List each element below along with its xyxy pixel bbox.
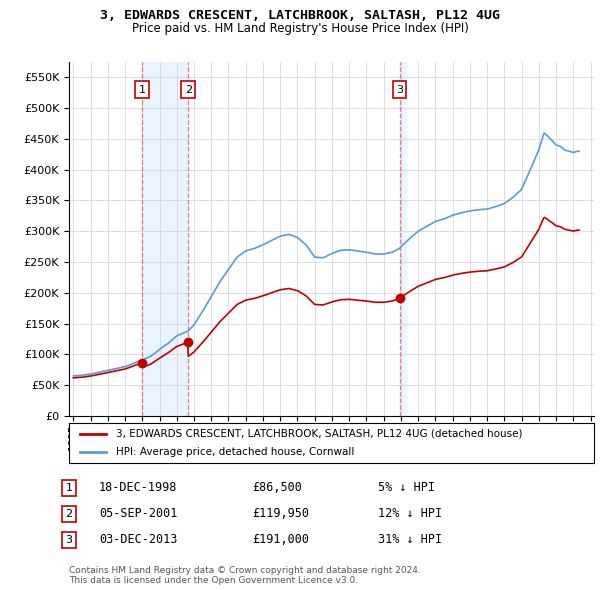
Text: HPI: Average price, detached house, Cornwall: HPI: Average price, detached house, Corn… <box>116 447 355 457</box>
Text: 3: 3 <box>65 535 73 545</box>
Text: 2: 2 <box>65 509 73 519</box>
Text: 3, EDWARDS CRESCENT, LATCHBROOK, SALTASH, PL12 4UG (detached house): 3, EDWARDS CRESCENT, LATCHBROOK, SALTASH… <box>116 429 523 439</box>
Text: 31% ↓ HPI: 31% ↓ HPI <box>378 533 442 546</box>
Text: 3, EDWARDS CRESCENT, LATCHBROOK, SALTASH, PL12 4UG: 3, EDWARDS CRESCENT, LATCHBROOK, SALTASH… <box>100 9 500 22</box>
Text: £119,950: £119,950 <box>252 507 309 520</box>
Text: Contains HM Land Registry data © Crown copyright and database right 2024.
This d: Contains HM Land Registry data © Crown c… <box>69 566 421 585</box>
Text: £86,500: £86,500 <box>252 481 302 494</box>
Text: £191,000: £191,000 <box>252 533 309 546</box>
Text: 03-DEC-2013: 03-DEC-2013 <box>99 533 178 546</box>
Bar <box>400 62 406 416</box>
Text: 3: 3 <box>396 84 403 94</box>
Text: 18-DEC-1998: 18-DEC-1998 <box>99 481 178 494</box>
Text: Price paid vs. HM Land Registry's House Price Index (HPI): Price paid vs. HM Land Registry's House … <box>131 22 469 35</box>
Text: 5% ↓ HPI: 5% ↓ HPI <box>378 481 435 494</box>
Text: 1: 1 <box>139 84 146 94</box>
Text: 05-SEP-2001: 05-SEP-2001 <box>99 507 178 520</box>
Text: 1: 1 <box>65 483 73 493</box>
Text: 2: 2 <box>185 84 192 94</box>
Text: 12% ↓ HPI: 12% ↓ HPI <box>378 507 442 520</box>
Bar <box>142 62 188 416</box>
